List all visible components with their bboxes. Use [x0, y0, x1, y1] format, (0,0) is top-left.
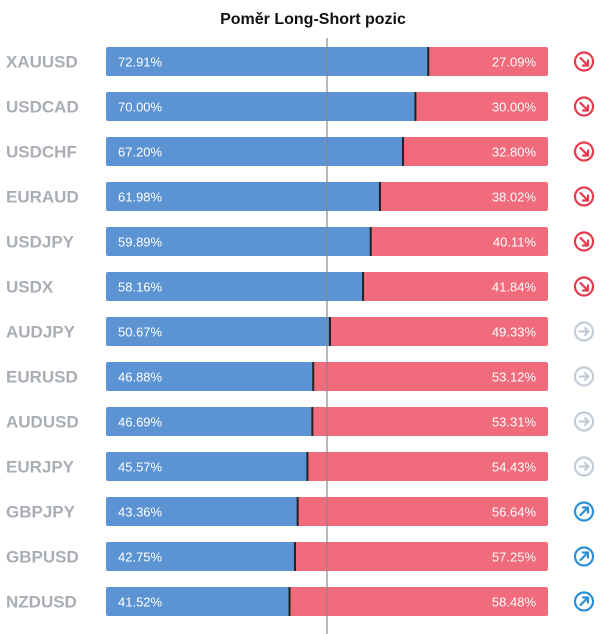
split-divider-eurusd — [312, 362, 315, 391]
symbol-label-usdchf: USDCHF — [6, 143, 77, 162]
arrow-down-right-icon-usdchf — [573, 141, 595, 162]
short-percent-label-xauusd: 27.09% — [492, 55, 537, 70]
long-bar-gbpjpy — [106, 497, 298, 526]
long-bar-audjpy — [106, 317, 330, 346]
symbol-label-audusd: AUDUSD — [6, 413, 79, 432]
short-percent-label-usdx: 41.84% — [492, 280, 537, 295]
arrow-up-right-icon-gbpjpy — [573, 501, 595, 522]
split-divider-audjpy — [328, 317, 331, 346]
arrow-up-right-icon-nzdusd — [573, 591, 595, 612]
long-percent-label-audusd: 46.69% — [118, 415, 163, 430]
short-percent-label-usdcad: 30.00% — [492, 100, 537, 115]
symbol-label-nzdusd: NZDUSD — [6, 593, 77, 612]
symbol-label-eurjpy: EURJPY — [6, 458, 75, 477]
long-percent-label-eurjpy: 45.57% — [118, 460, 163, 475]
split-divider-audusd — [311, 407, 314, 436]
short-bar-usdjpy — [370, 227, 548, 256]
symbol-label-gbpusd: GBPUSD — [6, 548, 79, 567]
long-percent-label-usdcad: 70.00% — [118, 100, 163, 115]
symbol-label-euraud: EURAUD — [6, 188, 79, 207]
short-percent-label-eurusd: 53.12% — [492, 370, 537, 385]
arrow-right-icon-audusd — [573, 411, 595, 432]
short-percent-label-gbpjpy: 56.64% — [492, 505, 537, 520]
short-percent-label-euraud: 38.02% — [492, 190, 537, 205]
split-divider-euraud — [378, 182, 381, 211]
short-percent-label-eurjpy: 54.43% — [492, 460, 537, 475]
split-divider-usdjpy — [369, 227, 372, 256]
short-percent-label-usdchf: 32.80% — [492, 145, 537, 160]
short-bar-euraud — [379, 182, 548, 211]
arrow-right-icon-eurjpy — [573, 456, 595, 477]
long-percent-label-usdchf: 67.20% — [118, 145, 163, 160]
short-bar-gbpusd — [294, 542, 548, 571]
long-percent-label-usdx: 58.16% — [118, 280, 163, 295]
symbol-label-audjpy: AUDJPY — [6, 323, 76, 342]
short-bar-usdchf — [403, 137, 548, 166]
arrow-right-icon-audjpy — [573, 321, 595, 342]
long-bar-gbpusd — [106, 542, 295, 571]
split-divider-usdchf — [402, 137, 405, 166]
short-bar-usdx — [363, 272, 548, 301]
short-bar-usdcad — [415, 92, 548, 121]
split-divider-gbpjpy — [296, 497, 299, 526]
symbol-label-eurusd: EURUSD — [6, 368, 78, 387]
arrow-down-right-icon-euraud — [573, 186, 595, 207]
long-bar-usdcad — [106, 92, 416, 121]
short-bar-nzdusd — [289, 587, 548, 616]
arrow-down-right-icon-xauusd — [573, 51, 595, 72]
short-percent-label-nzdusd: 58.48% — [492, 595, 537, 610]
arrow-down-right-icon-usdjpy — [573, 231, 595, 252]
arrow-down-right-icon-usdcad — [573, 96, 595, 117]
symbol-label-usdjpy: USDJPY — [6, 233, 75, 252]
symbol-label-xauusd: XAUUSD — [6, 53, 78, 72]
short-percent-label-audusd: 53.31% — [492, 415, 537, 430]
short-bar-eurusd — [313, 362, 548, 391]
split-divider-usdx — [362, 272, 365, 301]
short-bar-eurjpy — [307, 452, 548, 481]
long-bar-usdchf — [106, 137, 404, 166]
long-bar-nzdusd — [106, 587, 290, 616]
split-divider-gbpusd — [293, 542, 296, 571]
short-bar-audjpy — [329, 317, 548, 346]
short-bar-audusd — [312, 407, 548, 436]
long-bar-eurusd — [106, 362, 314, 391]
arrow-right-icon-eurusd — [573, 366, 595, 387]
long-percent-label-eurusd: 46.88% — [118, 370, 163, 385]
long-bar-eurjpy — [106, 452, 308, 481]
long-bar-euraud — [106, 182, 380, 211]
short-bar-gbpjpy — [297, 497, 548, 526]
long-bar-usdx — [106, 272, 364, 301]
long-percent-label-gbpusd: 42.75% — [118, 550, 163, 565]
long-percent-label-euraud: 61.98% — [118, 190, 163, 205]
split-divider-nzdusd — [288, 587, 291, 616]
chart-title: Poměr Long-Short pozic — [220, 11, 406, 28]
split-divider-eurjpy — [306, 452, 309, 481]
long-bar-xauusd — [106, 47, 429, 76]
arrow-up-right-icon-gbpusd — [573, 546, 595, 567]
long-percent-label-gbpjpy: 43.36% — [118, 505, 163, 520]
symbol-label-usdcad: USDCAD — [6, 98, 79, 117]
long-percent-label-xauusd: 72.91% — [118, 55, 163, 70]
long-bar-usdjpy — [106, 227, 371, 256]
arrow-down-right-icon-usdx — [573, 276, 595, 297]
short-percent-label-audjpy: 49.33% — [492, 325, 537, 340]
short-bar-xauusd — [428, 47, 548, 76]
long-bar-audusd — [106, 407, 313, 436]
symbol-label-gbpjpy: GBPJPY — [6, 503, 76, 522]
short-percent-label-gbpusd: 57.25% — [492, 550, 537, 565]
short-percent-label-usdjpy: 40.11% — [493, 235, 537, 250]
long-percent-label-usdjpy: 59.89% — [118, 235, 163, 250]
long-percent-label-nzdusd: 41.52% — [118, 595, 163, 610]
split-divider-xauusd — [427, 47, 430, 76]
symbol-label-usdx: USDX — [6, 278, 54, 297]
split-divider-usdcad — [414, 92, 417, 121]
long-percent-label-audjpy: 50.67% — [118, 325, 163, 340]
